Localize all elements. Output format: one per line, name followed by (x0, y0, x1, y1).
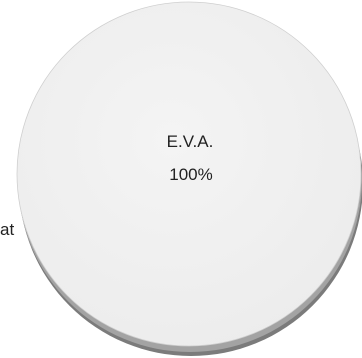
partial-legend-text: at (0, 220, 14, 239)
pie-slice-eva[interactable] (16, 1, 362, 347)
slice-label-name: E.V.A. (167, 132, 214, 151)
slice-label-value: 100% (169, 165, 212, 184)
